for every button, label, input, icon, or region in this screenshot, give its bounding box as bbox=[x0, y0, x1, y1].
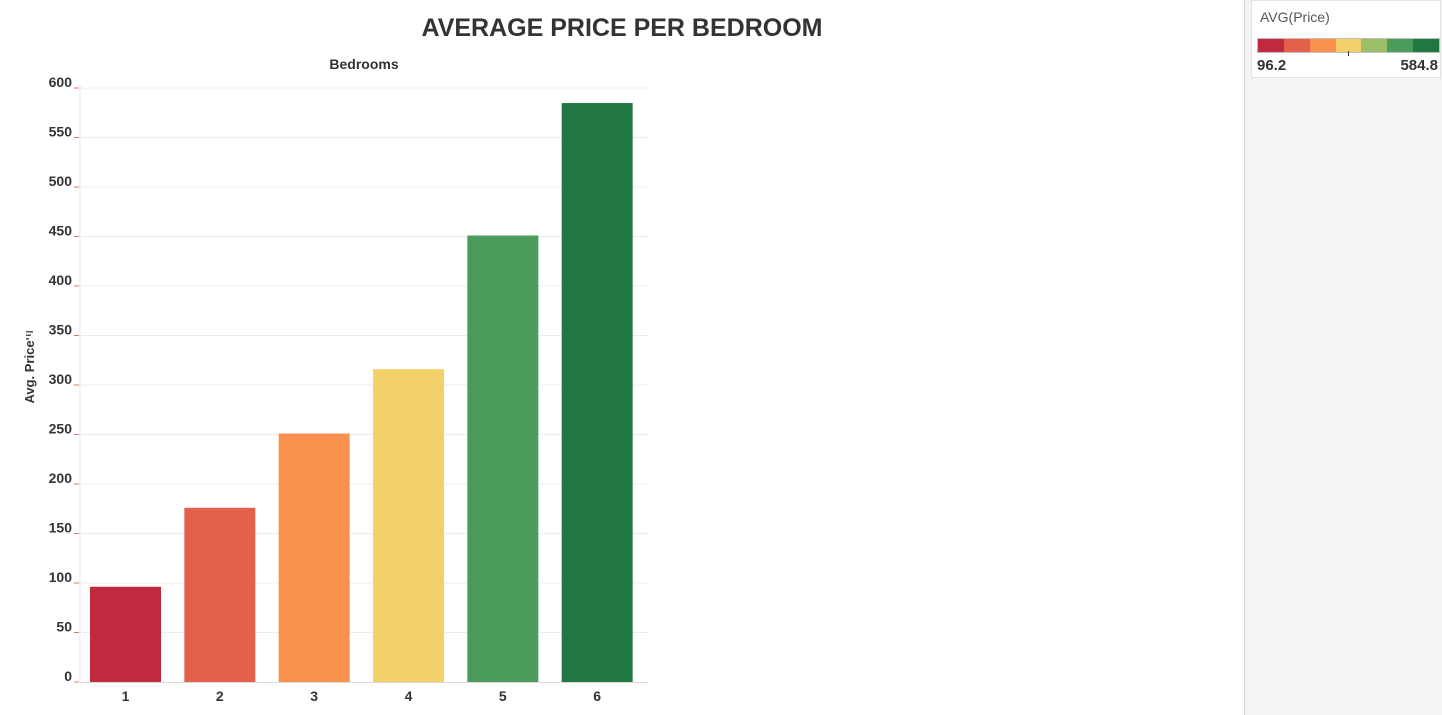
y-tick-label: 600 bbox=[49, 74, 73, 90]
legend-swatch bbox=[1258, 39, 1284, 52]
x-tick-label: 6 bbox=[593, 688, 601, 704]
gridlines bbox=[80, 87, 648, 633]
y-tick-label: 400 bbox=[49, 272, 73, 288]
legend-min-label: 96.2 bbox=[1257, 57, 1287, 74]
y-tick-label: 350 bbox=[49, 322, 73, 338]
y-tick-label: 300 bbox=[49, 371, 73, 387]
y-tick-label: 150 bbox=[49, 520, 73, 536]
bars bbox=[90, 103, 633, 683]
bar-6[interactable] bbox=[561, 103, 633, 683]
column-header: Bedrooms bbox=[329, 56, 398, 72]
y-tick-label: 450 bbox=[49, 223, 73, 239]
y-axis-label: Avg. Price bbox=[22, 340, 37, 403]
x-tick-label: 4 bbox=[405, 688, 413, 704]
bar-3[interactable] bbox=[278, 433, 350, 682]
legend-marker bbox=[1348, 51, 1349, 56]
legend-swatch bbox=[1387, 39, 1414, 52]
legend-swatch bbox=[1413, 39, 1440, 52]
x-tick-label: 1 bbox=[122, 688, 130, 704]
y-tick-label: 0 bbox=[64, 668, 72, 684]
x-tick-label: 5 bbox=[499, 688, 507, 704]
y-axis: 0 50 100 150 200 250 300 350 400 450 500 550 600 bbox=[49, 74, 81, 684]
legend-swatch bbox=[1361, 39, 1388, 52]
bar-4[interactable] bbox=[373, 369, 444, 682]
y-tick-label: 250 bbox=[49, 421, 73, 437]
bar-5[interactable] bbox=[467, 235, 539, 682]
color-legend[interactable]: AVG(Price) 96.2 584.8 bbox=[1251, 0, 1441, 78]
legend-swatch bbox=[1283, 39, 1310, 52]
y-tick-label: 550 bbox=[49, 124, 73, 140]
y-tick-label: 100 bbox=[49, 569, 73, 585]
legend-panel: AVG(Price) 96.2 584.8 bbox=[1244, 0, 1442, 715]
bar-chart: AVERAGE PRICE PER BEDROOM Bedrooms 05010… bbox=[22, 14, 823, 704]
sort-icon[interactable] bbox=[26, 331, 33, 340]
legend-title: AVG(Price) bbox=[1260, 9, 1330, 25]
x-axis: 1 2 3 4 5 6 bbox=[80, 682, 648, 704]
legend-swatch bbox=[1309, 39, 1336, 52]
bar-1[interactable] bbox=[90, 586, 161, 682]
bar-2[interactable] bbox=[184, 507, 256, 682]
x-tick-label: 2 bbox=[216, 688, 224, 704]
y-axis-title: Avg. Price bbox=[22, 340, 37, 403]
legend-max-label: 584.8 bbox=[1400, 57, 1438, 74]
y-tick-label: 50 bbox=[56, 619, 72, 635]
legend-swatch bbox=[1335, 39, 1362, 52]
color-ramp bbox=[1257, 38, 1440, 53]
x-tick-label: 3 bbox=[310, 688, 318, 704]
y-tick-label: 200 bbox=[49, 470, 73, 486]
chart-title: AVERAGE PRICE PER BEDROOM bbox=[422, 14, 823, 42]
y-tick-label: 500 bbox=[49, 173, 73, 189]
